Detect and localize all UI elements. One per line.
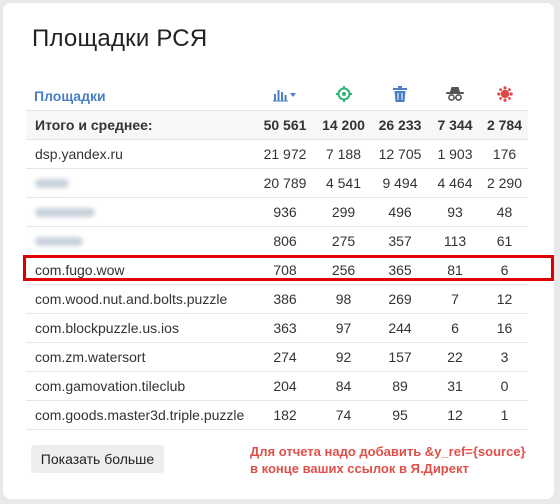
cell-value: 357	[371, 226, 429, 256]
cell-value: 12 705	[371, 139, 429, 169]
cell-value: 16	[481, 313, 528, 343]
cell-value: 256	[316, 255, 371, 285]
bar-chart-sort-icon	[273, 88, 297, 105]
cell-value: 363	[254, 313, 316, 343]
site-name[interactable]: com.wood.nut.and.bolts.puzzle	[26, 284, 254, 314]
cell-value: 2 290	[481, 168, 528, 198]
cell-value: 299	[316, 197, 371, 227]
cell-value: 98	[316, 284, 371, 314]
cell-value: 365	[371, 255, 429, 285]
cell-value: 182	[254, 400, 316, 430]
cell-value: 93	[429, 197, 481, 227]
cell-value: 22	[429, 342, 481, 372]
cell-value: 21 972	[254, 139, 316, 169]
show-more-button[interactable]: Показать больше	[31, 445, 164, 473]
sites-table: Площадки	[26, 82, 528, 430]
table-row[interactable]: com.fugo.wow 708 256 365 81 6	[26, 255, 528, 285]
site-name-redacted[interactable]	[26, 226, 254, 256]
site-name[interactable]: com.blockpuzzle.us.ios	[26, 313, 254, 343]
clicks-column-header[interactable]	[254, 82, 316, 111]
site-name[interactable]: com.fugo.wow	[26, 255, 254, 285]
cell-value: 708	[254, 255, 316, 285]
cell-value: 806	[254, 226, 316, 256]
cell-value: 274	[254, 342, 316, 372]
cell-value: 89	[371, 371, 429, 401]
cell-value: 84	[316, 371, 371, 401]
table-row[interactable]: com.goods.master3d.triple.puzzle 182 74 …	[26, 400, 528, 430]
virus-column-header[interactable]	[481, 82, 528, 111]
cell-value: 113	[429, 226, 481, 256]
cell-value: 74	[316, 400, 371, 430]
total-row: Итого и среднее: 50 561 14 200 26 233 7 …	[26, 110, 528, 140]
site-name[interactable]: com.zm.watersort	[26, 342, 254, 372]
cell-value: 244	[371, 313, 429, 343]
target-column-header[interactable]	[316, 82, 371, 111]
cell-value: 496	[371, 197, 429, 227]
total-value: 26 233	[371, 110, 429, 140]
spy-column-header[interactable]	[429, 82, 481, 111]
ref-note-line-2: в конце ваших ссылок в Я.Директ	[250, 461, 469, 476]
site-name[interactable]: com.gamovation.tileclub	[26, 371, 254, 401]
cell-value: 31	[429, 371, 481, 401]
cell-value: 3	[481, 342, 528, 372]
table-row[interactable]: com.zm.watersort 274 92 157 22 3	[26, 342, 528, 372]
cell-value: 9 494	[371, 168, 429, 198]
site-name[interactable]: dsp.yandex.ru	[26, 139, 254, 169]
cell-value: 48	[481, 197, 528, 227]
cell-value: 204	[254, 371, 316, 401]
table-row[interactable]: 20 789 4 541 9 494 4 464 2 290	[26, 168, 528, 198]
cell-value: 1	[481, 400, 528, 430]
cell-value: 275	[316, 226, 371, 256]
table-row[interactable]: com.wood.nut.and.bolts.puzzle 386 98 269…	[26, 284, 528, 314]
cell-value: 92	[316, 342, 371, 372]
table-row[interactable]: 806 275 357 113 61	[26, 226, 528, 256]
virus-icon	[496, 86, 513, 105]
table-header-row: Площадки	[26, 82, 528, 111]
spy-icon	[446, 86, 464, 105]
total-label: Итого и среднее:	[26, 110, 254, 140]
cell-value: 269	[371, 284, 429, 314]
table-row[interactable]: com.blockpuzzle.us.ios 363 97 244 6 16	[26, 313, 528, 343]
cell-value: 20 789	[254, 168, 316, 198]
panel-title: Площадки РСЯ	[32, 25, 208, 52]
table-row[interactable]: com.gamovation.tileclub 204 84 89 31 0	[26, 371, 528, 401]
cell-value: 95	[371, 400, 429, 430]
cell-value: 81	[429, 255, 481, 285]
trash-column-header[interactable]	[371, 82, 429, 111]
cell-value: 6	[481, 255, 528, 285]
cell-value: 7 188	[316, 139, 371, 169]
cell-value: 936	[254, 197, 316, 227]
cell-value: 12	[429, 400, 481, 430]
total-value: 7 344	[429, 110, 481, 140]
total-value: 50 561	[254, 110, 316, 140]
cell-value: 61	[481, 226, 528, 256]
cell-value: 4 541	[316, 168, 371, 198]
cell-value: 97	[316, 313, 371, 343]
site-name-redacted[interactable]	[26, 197, 254, 227]
site-name[interactable]: com.goods.master3d.triple.puzzle	[26, 400, 254, 430]
total-value: 14 200	[316, 110, 371, 140]
site-name-redacted[interactable]	[26, 168, 254, 198]
ref-note-line-1: Для отчета надо добавить &y_ref={source}	[250, 444, 526, 459]
table-row[interactable]: dsp.yandex.ru 21 972 7 188 12 705 1 903 …	[26, 139, 528, 169]
ref-note: Для отчета надо добавить &y_ref={source}…	[250, 443, 526, 477]
cell-value: 386	[254, 284, 316, 314]
cell-value: 12	[481, 284, 528, 314]
sites-column-header[interactable]: Площадки	[26, 82, 254, 111]
cell-value: 4 464	[429, 168, 481, 198]
cell-value: 176	[481, 139, 528, 169]
cell-value: 7	[429, 284, 481, 314]
table-row[interactable]: 936 299 496 93 48	[26, 197, 528, 227]
trash-icon	[393, 86, 407, 105]
cell-value: 6	[429, 313, 481, 343]
total-value: 2 784	[481, 110, 528, 140]
cell-value: 157	[371, 342, 429, 372]
cell-value: 1 903	[429, 139, 481, 169]
cell-value: 0	[481, 371, 528, 401]
target-icon	[335, 86, 352, 105]
